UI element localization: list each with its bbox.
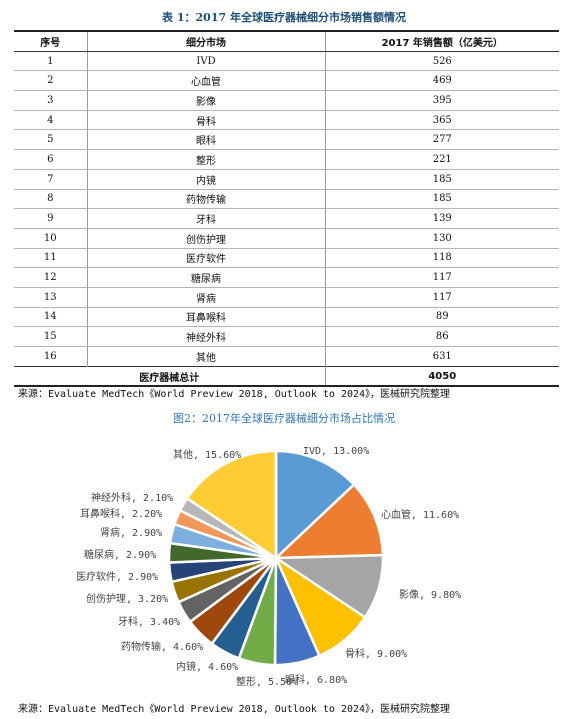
pie-slice-label: 创伤护理, 3.20%: [86, 592, 168, 605]
total-value: 4050: [324, 365, 559, 388]
table-total-row: 医疗器械总计 4050: [14, 365, 559, 388]
pie-slice: [274, 449, 356, 561]
table-row: 12 糖尿病 117: [14, 267, 559, 288]
row-index: 13: [14, 286, 88, 308]
table-header-row: 序号 细分市场 2017 年销售额（亿美元）: [14, 29, 559, 52]
row-index: 9: [14, 208, 88, 229]
pie-slice-label: 糖尿病, 2.90%: [84, 548, 156, 561]
pie-chart: IVD, 13.00% 心血管, 11.60% 影像, 9.80% 骨科, 9.00%…: [76, 446, 461, 688]
table-row: 5 眼科 277: [14, 129, 559, 150]
row-sales: 89: [324, 306, 559, 327]
row-segment: 骨科: [86, 109, 326, 130]
row-segment: 其他: [86, 346, 326, 367]
pie-slice-label: 影像, 9.80%: [399, 589, 461, 601]
chart-title: 图2：2017年全球医疗器械细分市场占比情况: [173, 412, 395, 425]
total-label: 医疗器械总计: [14, 365, 326, 388]
pie-slice-label: 其他, 15.60%: [173, 448, 241, 461]
row-index: 12: [14, 267, 88, 288]
row-index: 10: [14, 227, 88, 249]
pie-slice-label: 医疗软件, 2.90%: [76, 570, 158, 583]
row-sales: 469: [324, 70, 559, 91]
table-row: 1 IVD 526: [14, 50, 559, 71]
row-segment: 神经外科: [86, 326, 326, 347]
row-sales: 277: [324, 129, 559, 150]
row-index: 3: [14, 90, 88, 111]
table-row: 7 内镜 185: [14, 168, 559, 189]
row-segment: 创伤护理: [86, 227, 326, 249]
table-row: 3 影像 395: [14, 90, 559, 111]
pie-slice: [185, 449, 278, 561]
row-sales: 185: [324, 168, 559, 189]
row-segment: 肾病: [86, 286, 326, 308]
table-row: 2 心血管 469: [14, 70, 559, 91]
pie-slice-label: 整形, 5.50%: [236, 675, 298, 688]
header-sales: 2017 年销售额（亿美元）: [324, 29, 559, 52]
pie-slice-label: 耳鼻喉科, 2.20%: [80, 507, 162, 520]
row-index: 16: [14, 346, 88, 367]
row-segment: 影像: [86, 90, 326, 111]
row-index: 2: [14, 70, 88, 91]
table-row: 10 创伤护理 130: [14, 227, 559, 249]
row-sales: 395: [324, 90, 559, 111]
row-index: 8: [14, 188, 88, 209]
table-row: 6 整形 221: [14, 149, 559, 170]
table-row: 15 神经外科 86: [14, 326, 559, 347]
row-index: 11: [14, 247, 88, 268]
pie-slice-label: 牙科, 3.40%: [118, 615, 180, 628]
row-index: 6: [14, 149, 88, 170]
row-sales: 86: [324, 326, 559, 347]
pie-slice-label: 内镜, 4.60%: [176, 660, 238, 673]
header-index: 序号: [14, 29, 88, 52]
table-row: 13 肾病 117: [14, 286, 559, 308]
row-sales: 631: [324, 346, 559, 367]
row-segment: 药物传输: [86, 188, 326, 209]
row-segment: 心血管: [86, 70, 326, 91]
row-segment: 整形: [86, 149, 326, 170]
row-index: 14: [14, 306, 88, 327]
row-segment: 耳鼻喉科: [86, 306, 326, 327]
chart-source-note: 来源：Evaluate MedTech《World Preview 2018, …: [18, 704, 451, 715]
row-sales: 130: [324, 227, 559, 249]
table-row: 8 药物传输 185: [14, 188, 559, 209]
pie-slice-label: 肾病, 2.90%: [100, 526, 162, 539]
row-sales: 139: [324, 208, 559, 229]
table-row: 11 医疗软件 118: [14, 247, 559, 268]
table-row: 14 耳鼻喉科 89: [14, 306, 559, 327]
row-index: 1: [14, 50, 88, 71]
pie-slice-label: 神经外科, 2.10%: [91, 491, 173, 504]
row-segment: 医疗软件: [86, 247, 326, 268]
row-sales: 117: [324, 267, 559, 288]
row-index: 7: [14, 168, 88, 189]
row-segment: 眼科: [86, 129, 326, 150]
table-title: 表 1：2017 年全球医疗器械细分市场销售额情况: [162, 11, 406, 24]
table-row: 4 骨科 365: [14, 109, 559, 130]
table-source-note: 来源：Evaluate MedTech《World Preview 2018, …: [18, 389, 451, 400]
pie-slice-label: 心血管, 11.60%: [381, 508, 459, 521]
pie-slice-label: IVD, 13.00%: [303, 446, 369, 457]
row-segment: 内镜: [86, 168, 326, 189]
pie-slice-label: 眼科, 6.80%: [285, 673, 347, 686]
row-sales: 365: [324, 109, 559, 130]
row-segment: 糖尿病: [86, 267, 326, 288]
row-sales: 118: [324, 247, 559, 268]
row-index: 15: [14, 326, 88, 347]
row-sales: 221: [324, 149, 559, 170]
row-sales: 526: [324, 50, 559, 71]
row-sales: 117: [324, 286, 559, 308]
row-segment: IVD: [86, 50, 326, 71]
row-sales: 185: [324, 188, 559, 209]
row-index: 5: [14, 129, 88, 150]
table-row: 9 牙科 139: [14, 208, 559, 229]
pie-slice: [272, 482, 385, 560]
header-segment: 细分市场: [86, 29, 326, 52]
row-segment: 牙科: [86, 208, 326, 229]
sales-table: 序号 细分市场 2017 年销售额（亿美元） 1 IVD 526 2 心血管 469 3 影像…: [14, 29, 559, 388]
pie-slice-label: 骨科, 9.00%: [345, 647, 407, 660]
pie-slice-label: 药物传输, 4.60%: [121, 640, 203, 653]
row-index: 4: [14, 109, 88, 130]
table-row: 16 其他 631: [14, 346, 559, 367]
